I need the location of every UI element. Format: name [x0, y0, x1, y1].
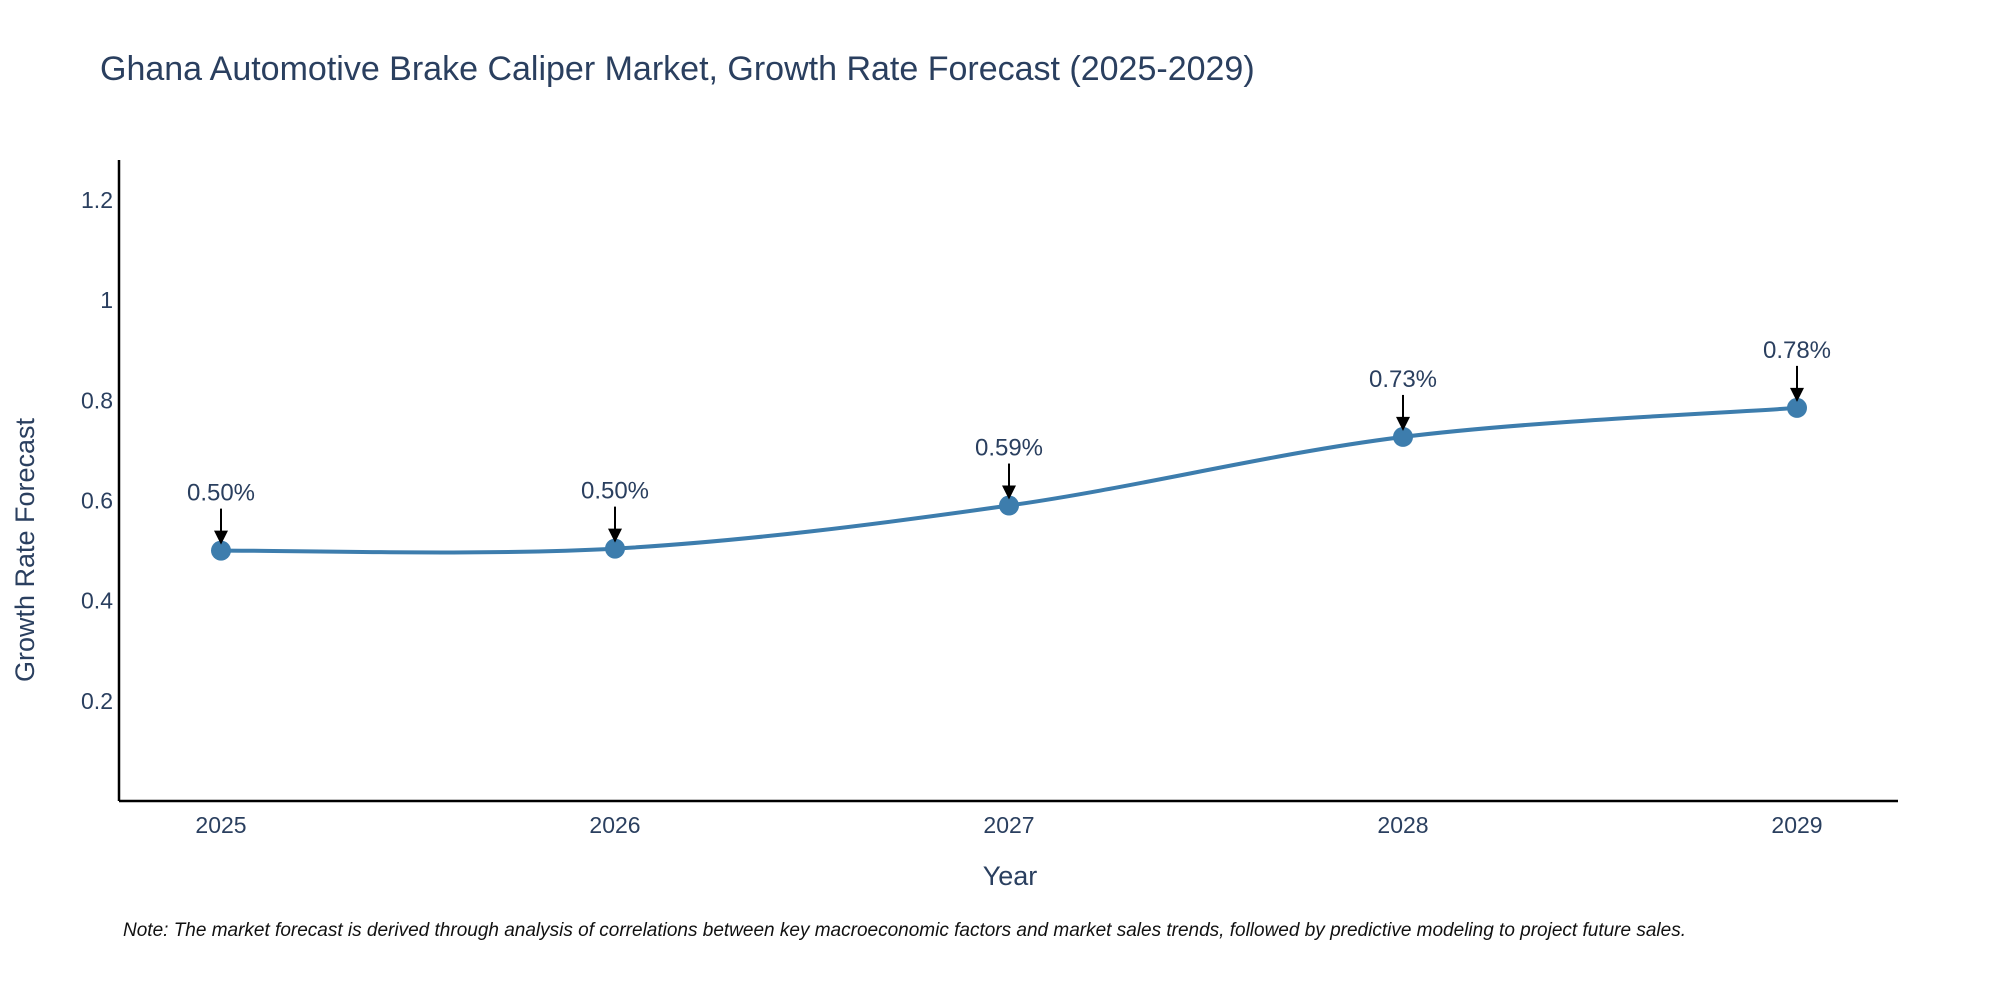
x-tick-label: 2028: [1377, 812, 1428, 838]
y-tick-label: 0.8: [81, 387, 113, 413]
x-tick-label: 2029: [1771, 812, 1822, 838]
data-label: 0.50%: [187, 480, 255, 507]
y-tick-label: 1: [100, 287, 113, 313]
data-markers: [211, 397, 1807, 561]
data-annotations: 0.50% 0.50% 0.59% 0.73% 0.78%: [187, 337, 1831, 545]
y-tick-label: 0.6: [81, 488, 113, 514]
annotation-arrow: [214, 508, 228, 545]
data-point: [999, 495, 1019, 516]
x-tick-label: 2026: [589, 812, 640, 838]
data-point: [1787, 397, 1807, 418]
x-tick-label: 2025: [195, 812, 246, 838]
data-point: [605, 538, 625, 559]
annotation-arrow: [1002, 463, 1016, 500]
y-axis-title: Growth Rate Forecast: [10, 417, 40, 682]
data-point: [1393, 426, 1413, 447]
data-label: 0.78%: [1763, 337, 1831, 364]
annotation-arrow: [1396, 394, 1410, 431]
y-tick-label: 1.2: [81, 187, 113, 213]
data-label: 0.59%: [975, 435, 1043, 462]
y-tick-label: 0.2: [81, 688, 113, 714]
data-label: 0.73%: [1369, 366, 1437, 393]
data-point: [211, 540, 231, 561]
chart-title: Ghana Automotive Brake Caliper Market, G…: [100, 50, 1255, 88]
x-axis-ticks: 2025 2026 2027 2028 2029: [195, 812, 1822, 838]
data-label: 0.50%: [581, 478, 649, 505]
x-axis-title: Year: [983, 861, 1038, 891]
annotation-arrow: [608, 506, 622, 543]
x-tick-label: 2027: [983, 812, 1034, 838]
footnote: Note: The market forecast is derived thr…: [123, 920, 1686, 941]
y-tick-label: 0.4: [81, 588, 113, 614]
y-axis-ticks: 0.2 0.4 0.6 0.8 1 1.2: [81, 187, 113, 714]
annotation-arrow: [1790, 365, 1804, 402]
